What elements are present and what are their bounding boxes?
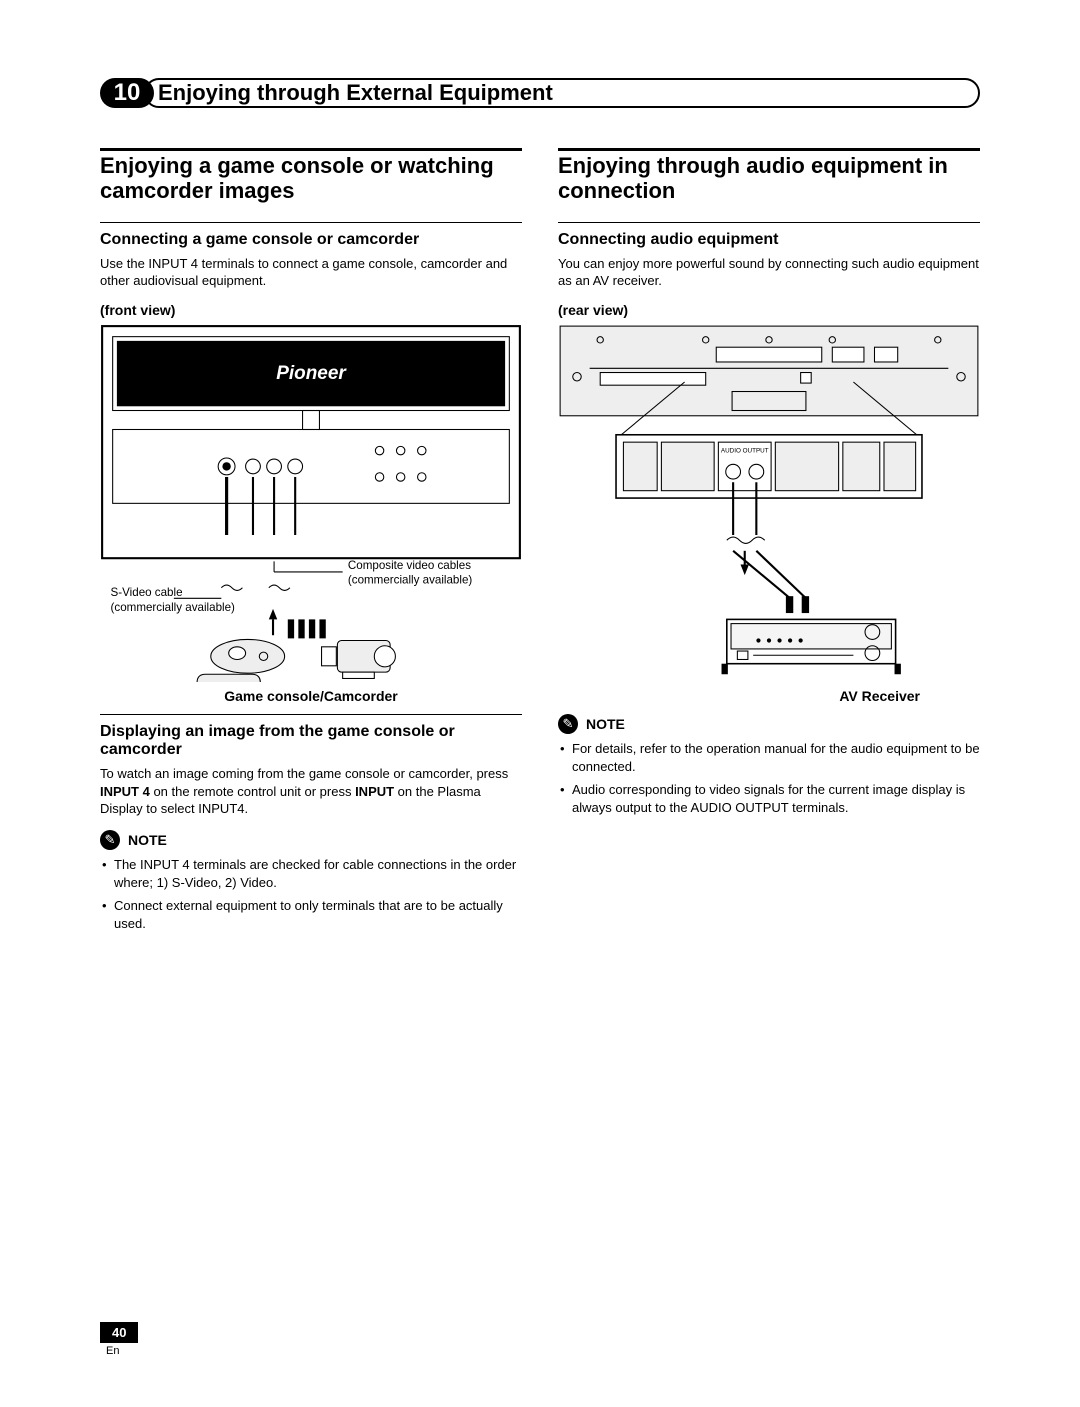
note-label-right: NOTE bbox=[586, 716, 625, 732]
chapter-bar: 10 Enjoying through External Equipment bbox=[100, 78, 980, 108]
right-column: Enjoying through audio equipment in conn… bbox=[558, 148, 980, 938]
note-item: For details, refer to the operation manu… bbox=[558, 740, 980, 775]
subbody-connecting-console: Use the INPUT 4 terminals to connect a g… bbox=[100, 255, 522, 290]
divider bbox=[100, 222, 522, 223]
text-a: To watch an image coming from the game c… bbox=[100, 766, 508, 781]
text-b: INPUT 4 bbox=[100, 784, 150, 799]
brand-label: Pioneer bbox=[276, 363, 347, 384]
note-item: Connect external equipment to only termi… bbox=[100, 897, 522, 932]
pencil-icon: ✎ bbox=[100, 830, 120, 850]
notes-left: The INPUT 4 terminals are checked for ca… bbox=[100, 856, 522, 932]
front-view-diagram: Pioneer bbox=[100, 324, 522, 683]
language-code: En bbox=[100, 1345, 138, 1357]
figure-caption-console: Game console/Camcorder bbox=[100, 688, 522, 704]
subbody-displaying: To watch an image coming from the game c… bbox=[100, 765, 522, 818]
figure-rear-view: AUDIO OUTPUT bbox=[558, 324, 980, 705]
section-heading-right: Enjoying through audio equipment in conn… bbox=[558, 153, 980, 204]
front-view-label: (front view) bbox=[100, 302, 522, 318]
accent-bar bbox=[100, 148, 522, 151]
subheading-audio: Connecting audio equipment bbox=[558, 231, 980, 249]
note-item: Audio corresponding to video signals for… bbox=[558, 781, 980, 816]
subbody-audio: You can enjoy more powerful sound by con… bbox=[558, 255, 980, 290]
figure-front-view: Pioneer bbox=[100, 324, 522, 705]
accent-bar bbox=[558, 148, 980, 151]
chapter-title: Enjoying through External Equipment bbox=[158, 80, 553, 106]
text-c: on the remote control unit or press bbox=[150, 784, 355, 799]
notes-right: For details, refer to the operation manu… bbox=[558, 740, 980, 816]
left-column: Enjoying a game console or watching camc… bbox=[100, 148, 522, 938]
rear-view-diagram: AUDIO OUTPUT bbox=[558, 324, 980, 683]
pencil-icon: ✎ bbox=[558, 714, 578, 734]
note-label-left: NOTE bbox=[128, 832, 167, 848]
subheading-displaying: Displaying an image from the game consol… bbox=[100, 723, 522, 759]
page-number-badge: 40 bbox=[100, 1322, 138, 1343]
rear-view-label: (rear view) bbox=[558, 302, 980, 318]
figure-caption-receiver: AV Receiver bbox=[558, 688, 980, 704]
note-heading-right: ✎ NOTE bbox=[558, 714, 980, 734]
composite-label-2: (commercially available) bbox=[348, 573, 472, 586]
note-heading-left: ✎ NOTE bbox=[100, 830, 522, 850]
composite-label-1: Composite video cables bbox=[348, 558, 471, 571]
svg-text:AUDIO OUTPUT: AUDIO OUTPUT bbox=[721, 447, 769, 454]
note-item: The INPUT 4 terminals are checked for ca… bbox=[100, 856, 522, 891]
divider bbox=[558, 222, 980, 223]
chapter-number: 10 bbox=[100, 78, 154, 108]
page-footer: 40 En bbox=[100, 1322, 138, 1357]
section-heading-left: Enjoying a game console or watching camc… bbox=[100, 153, 522, 204]
text-d: INPUT bbox=[355, 784, 394, 799]
chapter-title-wrap: Enjoying through External Equipment bbox=[144, 78, 980, 108]
subheading-connecting-console: Connecting a game console or camcorder bbox=[100, 231, 522, 249]
svideo-label-2: (commercially available) bbox=[111, 601, 235, 614]
divider bbox=[100, 714, 522, 715]
svideo-label-1: S-Video cable bbox=[111, 586, 183, 599]
content-columns: Enjoying a game console or watching camc… bbox=[100, 148, 980, 938]
